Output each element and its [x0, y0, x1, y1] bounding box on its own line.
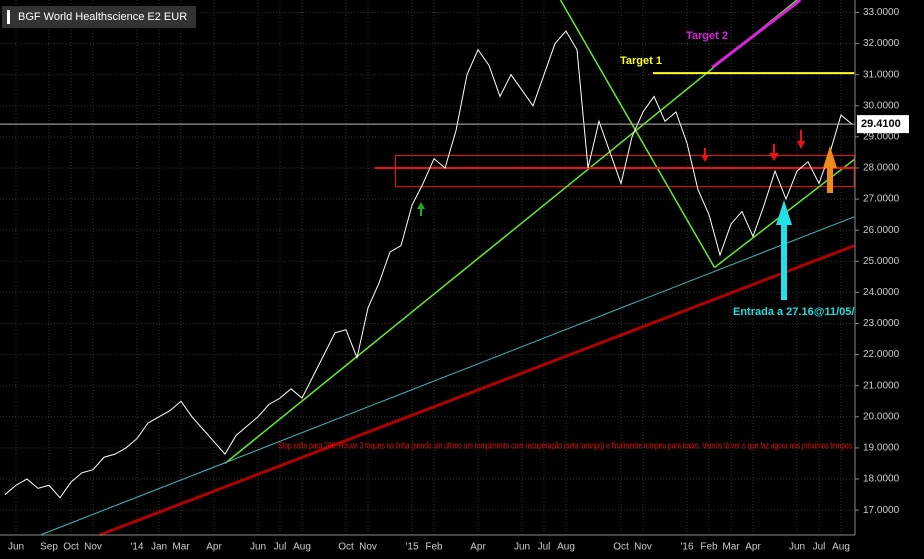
x-tick-label: Nov: [84, 542, 102, 553]
x-tick-label: Apr: [206, 542, 222, 553]
x-tick-label: Sep: [40, 542, 58, 553]
y-tick-label: 17.0000: [863, 505, 900, 516]
x-tick-label: Mar: [172, 542, 190, 553]
x-tick-label: Jan: [151, 542, 167, 553]
y-tick-label: 33.0000: [863, 7, 900, 18]
x-tick-label: Nov: [634, 542, 652, 553]
y-tick-label: 21.0000: [863, 380, 900, 391]
x-tick-label: Feb: [425, 542, 443, 553]
arrow: [417, 202, 425, 216]
x-tick-label: Aug: [293, 542, 311, 553]
x-tick-label: Jun: [250, 542, 266, 553]
arrow: [701, 148, 709, 162]
last-price-label: 29.4100: [861, 118, 901, 130]
y-tick-label: 26.0000: [863, 225, 900, 236]
x-tick-label: Nov: [359, 542, 377, 553]
y-tick-label: 23.0000: [863, 318, 900, 329]
x-tick-label: Oct: [613, 542, 629, 553]
y-tick-label: 24.0000: [863, 287, 900, 298]
chart-title: BGF World Healthscience E2 EUR: [18, 11, 187, 23]
x-tick-label: '14: [130, 542, 143, 553]
trendline: [99, 244, 855, 537]
annotation: Target 1: [620, 55, 662, 67]
y-tick-label: 28.0000: [863, 163, 900, 174]
annotation: Entrada a 27.16@11/05/: [733, 306, 854, 318]
x-tick-label: Jun: [514, 542, 530, 553]
zone: [395, 155, 855, 188]
x-tick-label: '15: [405, 542, 418, 553]
x-tick-label: Jul: [813, 542, 826, 553]
x-tick-label: Jul: [538, 542, 551, 553]
arrow: [776, 200, 792, 300]
x-tick-label: Jun: [8, 542, 24, 553]
x-tick-label: Apr: [745, 542, 761, 553]
trendline: [40, 216, 855, 536]
y-tick-label: 32.0000: [863, 38, 900, 49]
title-box: [2, 6, 196, 28]
trendline: [559, 0, 716, 268]
y-tick-label: 29.0000: [863, 132, 900, 143]
annotation: Stop solto para 20€. Houve 3 toques na l…: [278, 440, 852, 450]
y-tick-label: 25.0000: [863, 256, 900, 267]
y-tick-label: 20.0000: [863, 411, 900, 422]
last-price-box: [857, 115, 909, 134]
x-tick-label: Apr: [470, 542, 486, 553]
annotation: Target 2: [686, 30, 728, 42]
title-mark: [7, 10, 10, 24]
y-tick-label: 18.0000: [863, 474, 900, 485]
x-tick-label: Oct: [63, 542, 79, 553]
x-tick-label: Mar: [722, 542, 740, 553]
trendline: [711, 0, 802, 69]
y-tick-label: 22.0000: [863, 349, 900, 360]
arrow: [823, 146, 837, 193]
x-tick-label: '16: [680, 542, 693, 553]
trendline: [224, 0, 798, 465]
x-tick-label: Feb: [700, 542, 718, 553]
arrow: [769, 144, 779, 161]
arrow: [797, 130, 805, 149]
x-tick-label: Oct: [338, 542, 354, 553]
y-tick-label: 31.0000: [863, 69, 900, 80]
x-tick-label: Jun: [789, 542, 805, 553]
x-tick-label: Aug: [557, 542, 575, 553]
y-tick-label: 30.0000: [863, 100, 900, 111]
x-tick-label: Aug: [832, 542, 850, 553]
y-tick-label: 27.0000: [863, 194, 900, 205]
x-tick-label: Jul: [274, 542, 287, 553]
price-line: [4, 30, 853, 499]
y-tick-label: 19.0000: [863, 443, 900, 454]
